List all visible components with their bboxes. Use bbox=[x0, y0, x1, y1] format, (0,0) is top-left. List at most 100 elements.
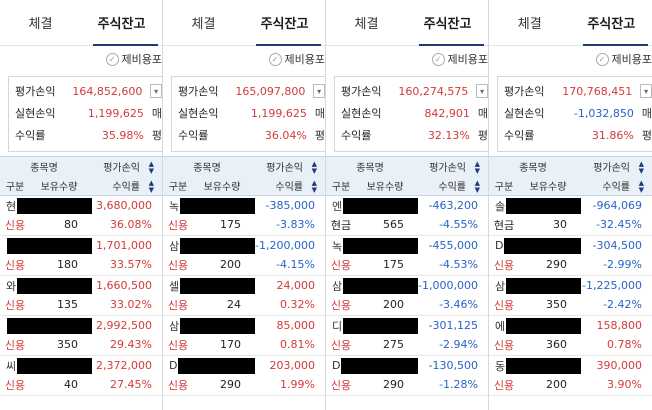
eval-pl-cell: -1,200,000 bbox=[255, 239, 315, 252]
header-eval-pl[interactable]: 평가손익 ▲ ▼ bbox=[414, 159, 488, 175]
tab-executed[interactable]: 체결 bbox=[28, 17, 53, 32]
header-qty[interactable]: 보유수량 bbox=[203, 182, 241, 193]
header-type[interactable]: 구분 bbox=[5, 182, 25, 193]
type-cell: 신용 bbox=[4, 298, 26, 312]
sort-icon[interactable]: ▲ ▼ bbox=[148, 179, 154, 194]
fee-include-toggle[interactable]: ✓ 제비용포 bbox=[326, 46, 488, 72]
table-row[interactable]: 와 1,660,500 신용 135 33.02% bbox=[0, 276, 162, 316]
realized-pl-value: 842,901 bbox=[424, 106, 470, 120]
rate-cell: -2.94% bbox=[439, 338, 478, 351]
rate-label: 수익률 bbox=[504, 129, 535, 142]
tab-stock-balance[interactable]: 주식잔고 bbox=[407, 0, 488, 46]
table-row[interactable]: 솔 -964,069 현금 30 -32.45% bbox=[489, 196, 652, 236]
tab-bar: 체결 주식잔고 bbox=[0, 0, 162, 46]
sort-icon[interactable]: ▲ ▼ bbox=[311, 160, 317, 175]
table-row[interactable]: 셀 24,000 신용 24 0.32% bbox=[163, 276, 325, 316]
table-row[interactable]: 삼 85,000 신용 170 0.81% bbox=[163, 316, 325, 356]
more-button[interactable]: ▾ bbox=[150, 84, 162, 98]
header-rate[interactable]: 수익률 ▲ ▼ bbox=[577, 178, 652, 194]
tab-executed[interactable]: 체결 bbox=[191, 17, 216, 32]
header-type[interactable]: 구분 bbox=[331, 182, 351, 193]
header-type[interactable]: 구분 bbox=[168, 182, 188, 193]
eval-pl-cell: 3,680,000 bbox=[96, 199, 152, 212]
header-rate-label: 수익률 bbox=[112, 182, 140, 193]
sort-icon[interactable]: ▲ ▼ bbox=[638, 160, 644, 175]
stock-name: 현 bbox=[0, 197, 92, 214]
table-row[interactable]: D -304,500 신용 290 -2.99% bbox=[489, 236, 652, 276]
table-row[interactable]: D -130,500 신용 290 -1.28% bbox=[326, 356, 488, 396]
table-header-row-2: 구분 보유수량 수익률 ▲ ▼ bbox=[326, 176, 488, 195]
header-qty[interactable]: 보유수량 bbox=[40, 182, 78, 193]
header-rate[interactable]: 수익률 ▲ ▼ bbox=[414, 178, 488, 194]
redaction-bar bbox=[343, 237, 418, 254]
summary-row-rate: 수익률 32.13% 평 bbox=[341, 124, 488, 146]
fee-include-toggle[interactable]: ✓ 제비용포 bbox=[0, 46, 162, 72]
header-rate-label: 수익률 bbox=[438, 182, 466, 193]
row-line-1: 1,701,000 bbox=[0, 236, 162, 255]
summary-row-rate: 수익률 36.04% 평 bbox=[178, 124, 325, 146]
table-row[interactable]: 동 390,000 신용 200 3.90% bbox=[489, 356, 652, 396]
redaction-bar bbox=[180, 237, 255, 254]
header-eval-pl[interactable]: 평가손익 ▲ ▼ bbox=[577, 159, 652, 175]
table-row[interactable]: 삼 -1,000,000 신용 200 -3.46% bbox=[326, 276, 488, 316]
tab-stock-balance[interactable]: 주식잔고 bbox=[571, 0, 652, 46]
table-row[interactable]: 삼 -1,200,000 신용 200 -4.15% bbox=[163, 236, 325, 276]
rate-cell: -32.45% bbox=[596, 218, 642, 231]
header-type[interactable]: 구분 bbox=[494, 182, 514, 193]
sell-label: 매 bbox=[641, 107, 652, 120]
eval-pl-cell: 85,000 bbox=[276, 319, 316, 332]
header-eval-pl[interactable]: 평가손익 ▲ ▼ bbox=[88, 159, 162, 175]
table-row[interactable]: 디 -301,125 신용 275 -2.94% bbox=[326, 316, 488, 356]
header-rate[interactable]: 수익률 ▲ ▼ bbox=[251, 178, 325, 194]
qty-cell: 565 bbox=[383, 218, 404, 231]
table-row[interactable]: 삼 -1,225,000 신용 350 -2.42% bbox=[489, 276, 652, 316]
more-button[interactable]: ▾ bbox=[313, 84, 325, 98]
sell-label: 매 bbox=[314, 107, 325, 120]
fee-include-toggle[interactable]: ✓ 제비용포 bbox=[163, 46, 325, 72]
header-name[interactable]: 종목명 bbox=[30, 163, 58, 174]
row-line-1: 삼 -1,225,000 bbox=[489, 276, 652, 295]
sort-icon[interactable]: ▲ ▼ bbox=[638, 179, 644, 194]
rate-cell: -3.46% bbox=[439, 298, 478, 311]
table-row[interactable]: 에 158,800 신용 360 0.78% bbox=[489, 316, 652, 356]
header-name[interactable]: 종목명 bbox=[519, 163, 547, 174]
tab-executed[interactable]: 체결 bbox=[354, 17, 379, 32]
header-eval-pl-label: 평가손익 bbox=[429, 163, 466, 174]
row-line-2: 신용 200 -3.46% bbox=[326, 295, 488, 314]
sort-icon[interactable]: ▲ ▼ bbox=[311, 179, 317, 194]
sort-icon[interactable]: ▲ ▼ bbox=[474, 179, 480, 194]
table-row[interactable]: 녹 -385,000 신용 175 -3.83% bbox=[163, 196, 325, 236]
more-button[interactable]: ▾ bbox=[640, 84, 652, 98]
eval-label: 평 bbox=[151, 129, 162, 142]
header-eval-pl[interactable]: 평가손익 ▲ ▼ bbox=[251, 159, 325, 175]
row-line-1: 현 3,680,000 bbox=[0, 196, 162, 215]
header-qty[interactable]: 보유수량 bbox=[366, 182, 404, 193]
stock-name: 와 bbox=[0, 277, 92, 294]
table-row[interactable]: 녹 -455,000 신용 175 -4.53% bbox=[326, 236, 488, 276]
stock-name: 솔 bbox=[489, 197, 581, 214]
stock-name-prefix: 엔 bbox=[332, 199, 343, 213]
header-qty[interactable]: 보유수량 bbox=[529, 182, 567, 193]
header-rate[interactable]: 수익률 ▲ ▼ bbox=[88, 178, 162, 194]
sort-icon[interactable]: ▲ ▼ bbox=[474, 160, 480, 175]
rate-cell: -4.55% bbox=[439, 218, 478, 231]
tab-executed[interactable]: 체결 bbox=[517, 17, 542, 32]
table-row[interactable]: D 203,000 신용 290 1.99% bbox=[163, 356, 325, 396]
sort-icon[interactable]: ▲ ▼ bbox=[148, 160, 154, 175]
realized-pl-value: 1,199,625 bbox=[87, 106, 144, 120]
table-row[interactable]: 1,701,000 신용 180 33.57% bbox=[0, 236, 162, 276]
checkmark-icon: ✓ bbox=[268, 52, 282, 66]
tab-stock-balance[interactable]: 주식잔고 bbox=[244, 0, 325, 46]
more-button[interactable]: ▾ bbox=[476, 84, 488, 98]
stock-name-prefix: 씨 bbox=[6, 359, 17, 373]
redaction-bar bbox=[341, 357, 418, 374]
tab-stock-balance[interactable]: 주식잔고 bbox=[81, 0, 162, 46]
fee-include-toggle[interactable]: ✓ 제비용포 bbox=[489, 46, 652, 72]
table-row[interactable]: 엔 -463,200 현금 565 -4.55% bbox=[326, 196, 488, 236]
table-row[interactable]: 2,992,500 신용 350 29.43% bbox=[0, 316, 162, 356]
header-name[interactable]: 종목명 bbox=[193, 163, 221, 174]
table-row[interactable]: 씨 2,372,000 신용 40 27.45% bbox=[0, 356, 162, 396]
summary-row-realized: 실현손익 -1,032,850 매 bbox=[504, 102, 652, 124]
table-row[interactable]: 현 3,680,000 신용 80 36.08% bbox=[0, 196, 162, 236]
header-name[interactable]: 종목명 bbox=[356, 163, 384, 174]
